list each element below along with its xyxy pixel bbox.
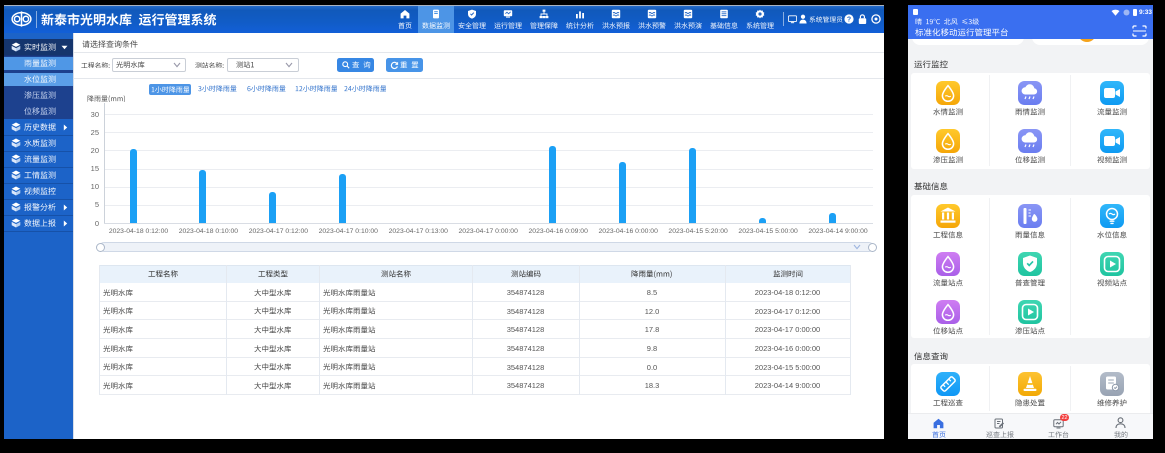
- svg-text:?: ?: [847, 17, 851, 24]
